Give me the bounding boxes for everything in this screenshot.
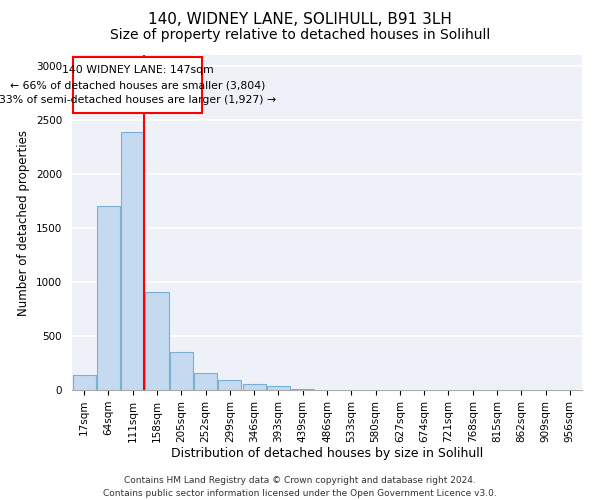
- Text: 140 WIDNEY LANE: 147sqm
← 66% of detached houses are smaller (3,804)
33% of semi: 140 WIDNEY LANE: 147sqm ← 66% of detache…: [0, 66, 276, 105]
- Text: Contains HM Land Registry data © Crown copyright and database right 2024.
Contai: Contains HM Land Registry data © Crown c…: [103, 476, 497, 498]
- Bar: [121, 132, 144, 390]
- Bar: [73, 375, 95, 390]
- Text: Size of property relative to detached houses in Solihull: Size of property relative to detached ho…: [110, 28, 490, 42]
- Bar: [145, 292, 169, 390]
- Bar: [194, 373, 217, 390]
- Bar: [267, 386, 290, 390]
- Bar: [242, 384, 266, 390]
- Bar: [170, 352, 193, 390]
- Bar: [291, 389, 314, 390]
- X-axis label: Distribution of detached houses by size in Solihull: Distribution of detached houses by size …: [171, 448, 483, 460]
- Bar: [218, 380, 241, 390]
- Y-axis label: Number of detached properties: Number of detached properties: [17, 130, 31, 316]
- Bar: [97, 206, 120, 390]
- FancyBboxPatch shape: [73, 57, 202, 114]
- Text: 140, WIDNEY LANE, SOLIHULL, B91 3LH: 140, WIDNEY LANE, SOLIHULL, B91 3LH: [148, 12, 452, 28]
